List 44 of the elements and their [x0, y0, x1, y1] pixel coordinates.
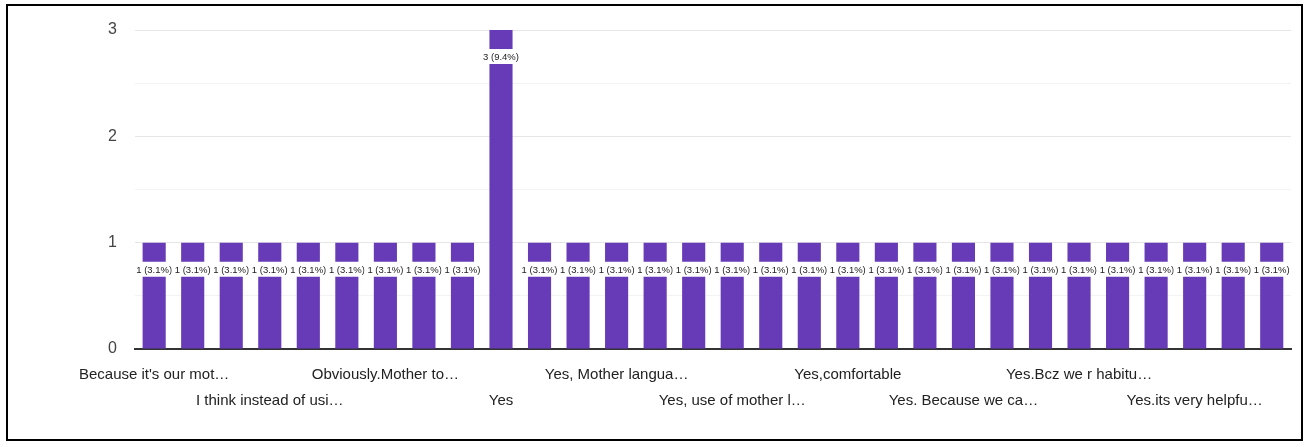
data-label: 1 (3.1%) [1215, 263, 1252, 275]
data-label: 1 (3.1%) [637, 263, 674, 275]
x-tick-label: Yes, Mother langua… [544, 365, 689, 382]
data-label: 1 (3.1%) [560, 263, 597, 275]
x-tick-label: Yes, use of mother l… [658, 391, 806, 408]
y-tick-label: 0 [107, 339, 117, 357]
x-tick-label: Yes [488, 391, 514, 408]
data-label: 1 (3.1%) [251, 263, 288, 275]
data-label: 1 (3.1%) [984, 263, 1020, 275]
x-tick-label: Obviously.Mother to… [311, 365, 460, 382]
data-label: 1 (3.1%) [1099, 263, 1136, 275]
x-tick-label: Yes.Bcz we r habitu… [1005, 365, 1153, 382]
data-label: 1 (3.1%) [675, 263, 712, 275]
data-label: 1 (3.1%) [521, 263, 558, 275]
data-label: 1 (3.1%) [829, 263, 866, 275]
data-label: 1 (3.1%) [174, 263, 211, 275]
data-label: 1 (3.1%) [405, 263, 442, 275]
data-label: 3 (9.4%) [483, 51, 519, 62]
data-label: 1 (3.1%) [1138, 263, 1175, 275]
data-label: 1 (3.1%) [598, 263, 635, 275]
x-tick-label: I think instead of usi… [195, 391, 344, 408]
data-label: 1 (3.1%) [444, 263, 481, 275]
y-tick-label: 1 [107, 233, 117, 251]
x-tick-label: Yes.its very helpfu… [1126, 391, 1263, 408]
data-label: 1 (3.1%) [1253, 263, 1290, 275]
data-label: 1 (3.1%) [367, 263, 404, 275]
data-label: 1 (3.1%) [328, 263, 365, 275]
x-tick-label: Because it's our mot… [78, 365, 230, 382]
data-label: 1 (3.1%) [752, 263, 789, 275]
data-label: 1 (3.1%) [213, 263, 250, 275]
y-tick-label: 3 [107, 20, 117, 38]
data-label: 1 (3.1%) [714, 263, 751, 275]
x-tick-label: Yes,comfortable [794, 365, 902, 382]
data-label: 1 (3.1%) [1176, 263, 1213, 275]
data-label: 1 (3.1%) [136, 263, 173, 275]
y-tick-label: 2 [107, 126, 117, 144]
data-label: 1 (3.1%) [868, 263, 905, 275]
data-label: 1 (3.1%) [290, 263, 327, 275]
data-label: 1 (3.1%) [1061, 263, 1097, 275]
data-label: 1 (3.1%) [945, 263, 982, 275]
data-label: 1 (3.1%) [1022, 263, 1059, 275]
data-label: 1 (3.1%) [906, 263, 943, 275]
data-label: 1 (3.1%) [791, 263, 828, 275]
x-tick-label: Yes. Because we ca… [888, 391, 1039, 408]
